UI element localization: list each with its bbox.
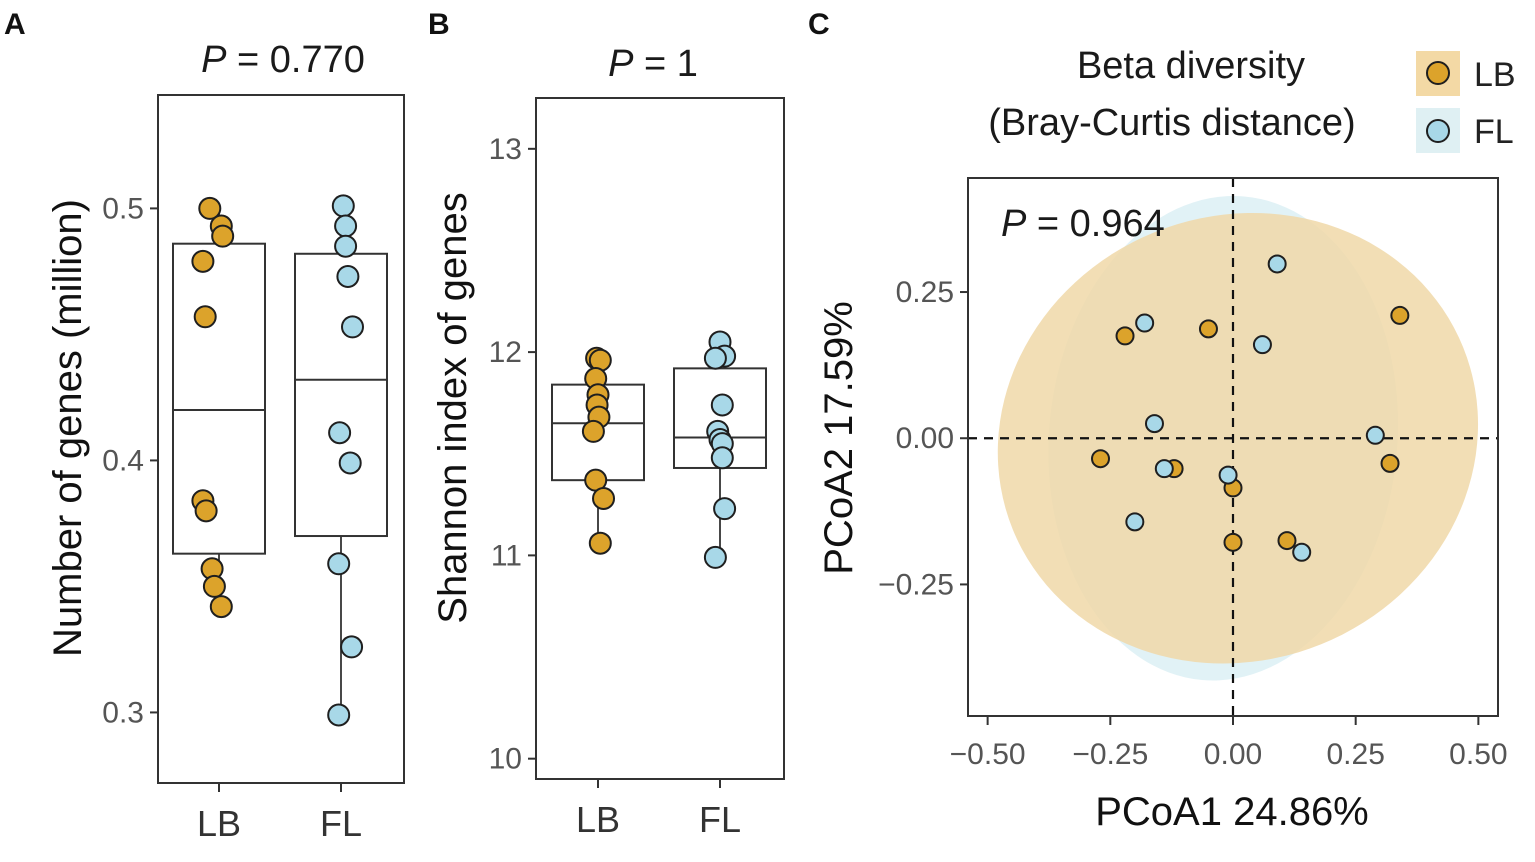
panel-a-ylabel: Number of genes (million) xyxy=(46,199,90,657)
panel-c: C Beta diversity (Bray-Curtis distance) … xyxy=(808,8,1516,834)
panel-a-title: P = 0.770 xyxy=(201,39,365,81)
panel-c-point-fl xyxy=(1144,414,1164,434)
panel-b-title: P = 1 xyxy=(608,43,698,85)
panel-letter-a: A xyxy=(4,8,26,41)
panel-a-point-lb xyxy=(209,595,233,619)
legend: LB FL xyxy=(1416,51,1516,153)
panel-b: B P = 1 Shannon index of genes 10111213 … xyxy=(428,8,785,840)
panel-c-point-fl xyxy=(1125,512,1145,532)
panel-a-box-lb xyxy=(172,208,266,607)
panel-a: A P = 0.770 Number of genes (million) 0.… xyxy=(4,8,405,844)
confidence-ellipse-lb xyxy=(997,212,1479,664)
panel-c-annotation: P = 0.964 xyxy=(1001,203,1165,245)
panel-c-title-line2: (Bray-Curtis distance) xyxy=(988,102,1355,144)
panel-a-plot-body xyxy=(172,194,388,727)
panel-b-point-fl xyxy=(710,393,734,417)
panel-a-point-fl xyxy=(327,552,351,576)
panel-b-ytick-label: 10 xyxy=(489,743,522,776)
panel-b-xtick-label: FL xyxy=(699,799,741,840)
panel-c-y-axis: −0.25 0.00 0.25 xyxy=(878,276,968,601)
legend-marker-fl xyxy=(1426,119,1450,143)
panel-c-point-lb xyxy=(1380,453,1400,473)
panel-b-ytick-label: 12 xyxy=(489,336,522,369)
panel-c-point-lb xyxy=(1277,531,1297,551)
box-iqr xyxy=(294,252,388,538)
panel-c-point-fl xyxy=(1135,313,1155,333)
panel-c-point-lb xyxy=(1198,319,1218,339)
panel-c-xtick-label: −0.25 xyxy=(1072,738,1148,771)
panel-c-point-lb xyxy=(1223,532,1243,552)
panel-a-ytick-label: 0.4 xyxy=(102,444,144,477)
panel-c-ylabel: PCoA2 17.59% xyxy=(817,301,861,575)
panel-a-point-fl xyxy=(331,194,355,218)
panel-b-x-axis: LB FL xyxy=(576,779,741,840)
panel-letter-b: B xyxy=(428,8,450,41)
panel-b-point-lb xyxy=(581,419,605,443)
panel-c-ytick-label: 0.25 xyxy=(896,276,954,309)
panel-a-point-lb xyxy=(198,196,222,220)
panel-a-point-lb xyxy=(194,499,218,523)
box-iqr xyxy=(172,242,266,555)
panel-a-x-axis: LB FL xyxy=(197,783,362,844)
panel-b-ylabel: Shannon index of genes xyxy=(431,192,475,623)
panel-b-plot-body xyxy=(551,330,767,569)
panel-a-point-lb xyxy=(202,574,226,598)
panel-a-point-fl xyxy=(336,264,360,288)
panel-b-plot-frame xyxy=(535,97,785,780)
panel-c-point-fl xyxy=(1292,542,1312,562)
panel-c-point-fl xyxy=(1218,465,1238,485)
panel-b-point-lb xyxy=(588,531,612,555)
panel-a-point-fl xyxy=(338,451,362,475)
panel-a-xtick-label: LB xyxy=(197,803,241,844)
legend-marker-lb xyxy=(1426,61,1450,85)
panel-b-ytick-label: 13 xyxy=(489,133,522,166)
panel-c-xtick-label: −0.50 xyxy=(950,738,1026,771)
panel-c-xtick-label: 0.25 xyxy=(1326,738,1384,771)
panel-c-point-fl xyxy=(1154,459,1174,479)
panel-a-box-fl xyxy=(294,205,388,715)
panel-c-point-fl xyxy=(1365,425,1385,445)
panel-a-point-fl xyxy=(341,315,364,339)
panel-b-xtick-label: LB xyxy=(576,799,620,840)
panel-a-point-lb xyxy=(191,249,215,273)
panel-c-xlabel: PCoA1 24.86% xyxy=(1095,790,1369,834)
panel-b-point-fl xyxy=(703,346,727,370)
panel-c-title-line1: Beta diversity xyxy=(1077,45,1305,87)
legend-label-fl: FL xyxy=(1474,113,1514,151)
panel-b-ytick-label: 11 xyxy=(491,539,522,572)
panel-b-point-fl xyxy=(703,545,727,569)
panel-a-point-fl xyxy=(327,703,351,727)
panel-a-plot-frame xyxy=(157,94,405,784)
panel-c-point-lb xyxy=(1091,449,1110,469)
panel-a-y-axis: 0.3 0.4 0.5 xyxy=(102,192,158,729)
panel-a-point-fl xyxy=(328,421,352,445)
panel-c-xtick-label: 0.50 xyxy=(1449,738,1507,771)
panel-a-point-lb xyxy=(211,224,235,248)
panel-c-point-lb xyxy=(1115,326,1135,346)
panel-c-ytick-label: 0.00 xyxy=(896,422,954,455)
legend-label-lb: LB xyxy=(1474,56,1516,94)
panel-b-point-fl xyxy=(710,446,734,470)
panel-a-point-fl xyxy=(334,234,358,258)
panel-a-ytick-label: 0.5 xyxy=(102,192,144,225)
panel-a-xtick-label: FL xyxy=(320,803,362,844)
panel-a-point-lb xyxy=(193,305,217,329)
panel-c-x-axis: −0.50 −0.25 0.00 0.25 0.50 xyxy=(950,716,1508,771)
panel-c-xtick-label: 0.00 xyxy=(1204,738,1262,771)
panel-b-point-fl xyxy=(713,497,737,521)
panel-a-point-fl xyxy=(340,635,364,659)
panel-c-point-fl xyxy=(1252,335,1272,355)
panel-c-point-fl xyxy=(1267,254,1287,274)
panel-letter-c: C xyxy=(808,8,830,41)
panel-c-ytick-label: −0.25 xyxy=(878,568,954,601)
panel-b-y-axis: 10 11 12 13 xyxy=(489,133,536,776)
panel-c-plot-body xyxy=(968,178,1498,716)
panel-a-ytick-label: 0.3 xyxy=(102,696,144,729)
panel-a-point-fl xyxy=(334,214,358,238)
panel-c-point-lb xyxy=(1390,305,1410,325)
panel-b-point-lb xyxy=(592,486,616,510)
